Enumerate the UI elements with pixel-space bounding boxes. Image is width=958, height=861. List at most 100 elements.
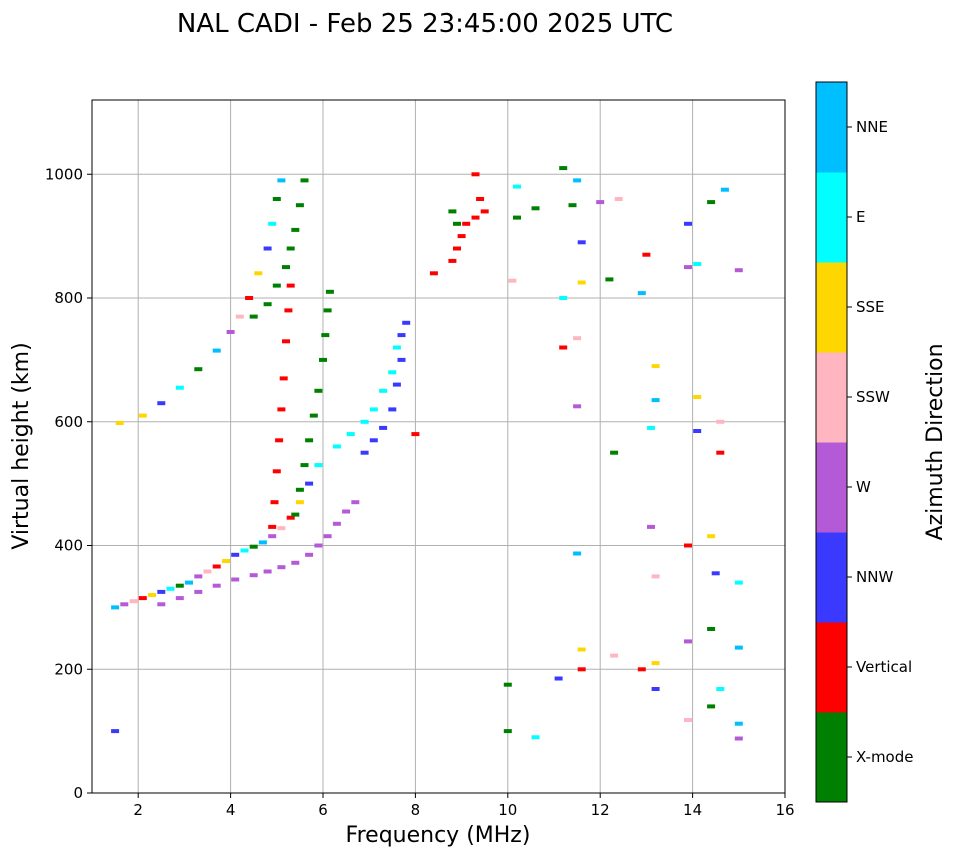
data-point [148,593,157,597]
data-point [411,432,420,437]
x-tick-label: 10 [498,801,517,819]
data-point [513,215,521,220]
data-point [716,687,725,691]
data-point [720,187,729,192]
trace-1 [157,500,360,607]
data-point [716,450,725,455]
colorbar-segment [816,532,847,623]
data-point [111,605,120,610]
data-point [379,388,388,393]
data-point [508,278,517,283]
data-point [596,200,605,205]
colorbar-tick-label: Vertical [856,658,912,676]
data-point [531,206,540,211]
data-point [175,596,184,601]
trace-5 [249,178,309,319]
data-point [573,336,582,341]
data-point [573,178,582,183]
data-point [321,333,330,338]
data-point [286,283,295,288]
data-point [610,450,619,455]
data-point [305,438,314,443]
data-point [651,364,660,369]
data-point [157,589,166,594]
data-point [295,203,304,208]
data-point [263,302,272,307]
data-point [295,500,304,505]
data-point [711,571,720,576]
colorbar-segment [816,172,847,263]
data-point [323,308,332,313]
data-point [282,339,290,344]
data-point [693,262,702,266]
colorbar-segment [816,82,847,173]
data-point [332,444,341,449]
data-point [388,407,397,412]
data-point [249,314,258,319]
data-point [647,425,655,430]
data-point [314,463,323,468]
data-point [268,221,277,226]
y-tick-label: 800 [54,289,83,307]
data-point [272,197,281,201]
y-tick-label: 400 [54,537,83,555]
data-point [392,345,401,350]
data-point [684,265,692,270]
y-tick-label: 200 [54,660,83,678]
data-points [111,166,743,741]
data-point [323,534,332,539]
data-point [577,280,586,285]
data-point [379,425,388,430]
data-point [263,569,272,574]
data-point [716,419,725,424]
x-tick-label: 8 [411,801,421,819]
data-point [277,178,286,183]
data-point [314,388,323,393]
data-point [577,240,586,245]
data-point [212,583,221,588]
x-tick-label: 16 [775,801,794,819]
data-point [531,735,540,740]
data-point [291,560,300,565]
data-point [707,627,716,631]
data-point [651,574,660,579]
x-tick-label: 14 [683,801,702,819]
data-point [369,438,378,443]
plot-area [92,100,785,793]
colorbar-tick-label: NNW [856,568,893,586]
data-point [272,469,281,474]
data-point [577,667,586,672]
data-point [707,534,716,539]
data-point [231,552,240,557]
trace-9 [448,203,577,734]
data-point [286,246,295,251]
data-point [388,370,397,375]
data-point [226,330,235,334]
trace-10 [111,166,743,741]
data-point [568,203,577,208]
trace-4 [138,178,286,418]
y-tick-label: 0 [73,784,83,802]
data-point [222,559,230,563]
data-point [185,580,193,585]
colorbar-segment [816,712,847,803]
data-point [314,543,323,548]
data-point [734,645,743,650]
trace-7 [360,320,411,455]
colorbar-tick-label: SSE [856,298,885,316]
data-point [254,271,263,276]
data-point [605,277,614,282]
data-point [734,268,743,273]
data-point [360,419,369,424]
colorbar-tick-label: NNE [856,118,888,136]
data-point [138,596,147,601]
data-point [614,197,623,201]
colorbar-frame [815,81,848,803]
trace-8 [429,172,489,276]
data-point [684,718,692,722]
colorbar-tick-label: E [856,208,865,226]
data-point [279,376,288,381]
colorbar-tick-label: X-mode [856,748,913,766]
